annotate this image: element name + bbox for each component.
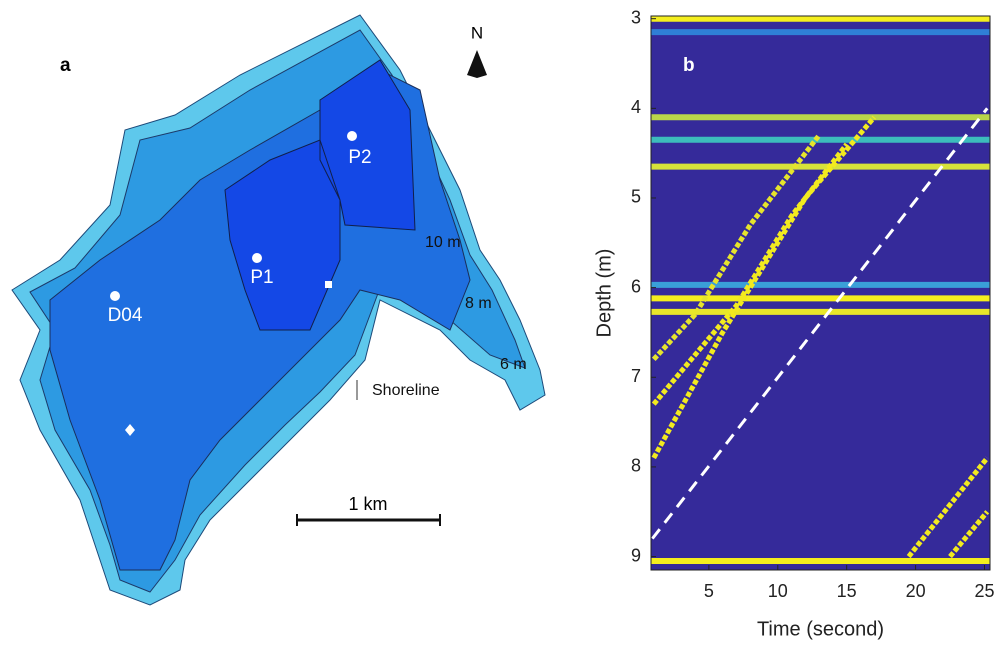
station-label: P1 — [250, 267, 273, 288]
contour-10m — [224, 59, 416, 331]
x-tick-label: 20 — [906, 581, 926, 601]
panel-label: b — [683, 55, 695, 76]
y-tick-label: 8 — [631, 456, 641, 476]
x-tick-label: 15 — [837, 581, 857, 601]
north-label: N — [471, 23, 483, 42]
streak — [948, 510, 990, 559]
streak — [651, 142, 849, 406]
streak — [906, 456, 990, 559]
station-label: P2 — [348, 147, 371, 168]
x-tick-label: 5 — [704, 581, 714, 601]
y-tick-label: 6 — [631, 276, 641, 296]
heatmap-panel: 5 10 15 20 25 3 4 5 6 7 8 9 b Time (second) Depth (m) — [593, 7, 994, 640]
contour-label: 10 m — [425, 234, 461, 251]
x-tick-label: 25 — [974, 581, 994, 601]
north-arrow — [467, 50, 487, 78]
shoreline-label: Shoreline — [372, 382, 440, 399]
y-tick-label: 9 — [631, 545, 641, 565]
station — [347, 131, 357, 141]
marker — [325, 281, 332, 288]
reference-line — [651, 107, 989, 540]
y-tick-label: 3 — [631, 7, 641, 27]
station-label: D04 — [108, 305, 143, 326]
streak — [651, 115, 877, 460]
scale-label: 1 km — [348, 494, 387, 514]
y-tick-label: 7 — [631, 366, 641, 386]
plot-frame — [650, 15, 991, 571]
plot-background — [651, 16, 990, 570]
panel-label: a — [60, 55, 71, 76]
contour-label: 8 m — [465, 295, 492, 312]
y-tick-label: 5 — [631, 187, 641, 207]
y-axis-label: Depth (m) — [593, 249, 615, 338]
y-tick-label: 4 — [631, 97, 641, 117]
contour-label: 6 m — [500, 356, 527, 373]
station — [252, 253, 262, 263]
station — [110, 291, 120, 301]
map: a N P2 P1 D04 10 m 8 m 6 m Shoreline 1 k… — [11, 14, 546, 606]
marker — [125, 424, 135, 436]
x-axis-label: Time (second) — [757, 618, 884, 640]
x-tick-label: 10 — [768, 581, 788, 601]
streak — [651, 133, 822, 362]
